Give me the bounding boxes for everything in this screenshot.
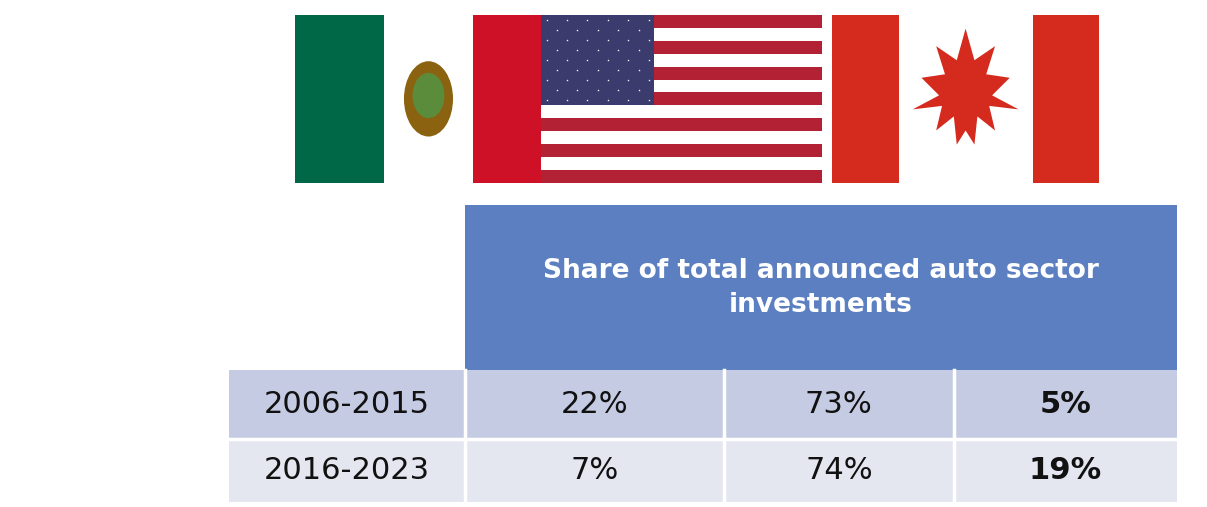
Text: 19%: 19% — [1028, 456, 1102, 485]
Text: 73%: 73% — [805, 390, 873, 419]
FancyBboxPatch shape — [542, 28, 822, 41]
Ellipse shape — [404, 61, 453, 136]
Text: 2016-2023: 2016-2023 — [264, 456, 430, 485]
FancyBboxPatch shape — [542, 54, 822, 67]
Text: Share of total announced auto sector
investments: Share of total announced auto sector inv… — [543, 258, 1098, 318]
Text: 5%: 5% — [1039, 390, 1091, 419]
FancyBboxPatch shape — [542, 157, 822, 170]
FancyBboxPatch shape — [295, 15, 384, 183]
FancyBboxPatch shape — [542, 41, 822, 54]
FancyBboxPatch shape — [473, 15, 562, 183]
FancyBboxPatch shape — [542, 15, 654, 105]
FancyBboxPatch shape — [542, 67, 822, 80]
Text: 22%: 22% — [560, 390, 629, 419]
FancyBboxPatch shape — [542, 170, 822, 183]
FancyBboxPatch shape — [229, 370, 1177, 439]
Polygon shape — [912, 28, 1019, 144]
Text: 74%: 74% — [805, 456, 873, 485]
Text: 2006-2015: 2006-2015 — [264, 390, 430, 419]
Ellipse shape — [413, 73, 444, 118]
FancyBboxPatch shape — [1032, 15, 1100, 183]
FancyBboxPatch shape — [542, 92, 822, 105]
FancyBboxPatch shape — [542, 131, 822, 144]
FancyBboxPatch shape — [229, 439, 1177, 502]
FancyBboxPatch shape — [542, 105, 822, 118]
FancyBboxPatch shape — [542, 80, 822, 92]
FancyBboxPatch shape — [832, 15, 899, 183]
FancyBboxPatch shape — [542, 144, 822, 157]
FancyBboxPatch shape — [899, 15, 1032, 183]
Text: 7%: 7% — [571, 456, 618, 485]
FancyBboxPatch shape — [542, 15, 822, 28]
FancyBboxPatch shape — [465, 205, 1177, 370]
FancyBboxPatch shape — [542, 118, 822, 131]
FancyBboxPatch shape — [384, 15, 473, 183]
